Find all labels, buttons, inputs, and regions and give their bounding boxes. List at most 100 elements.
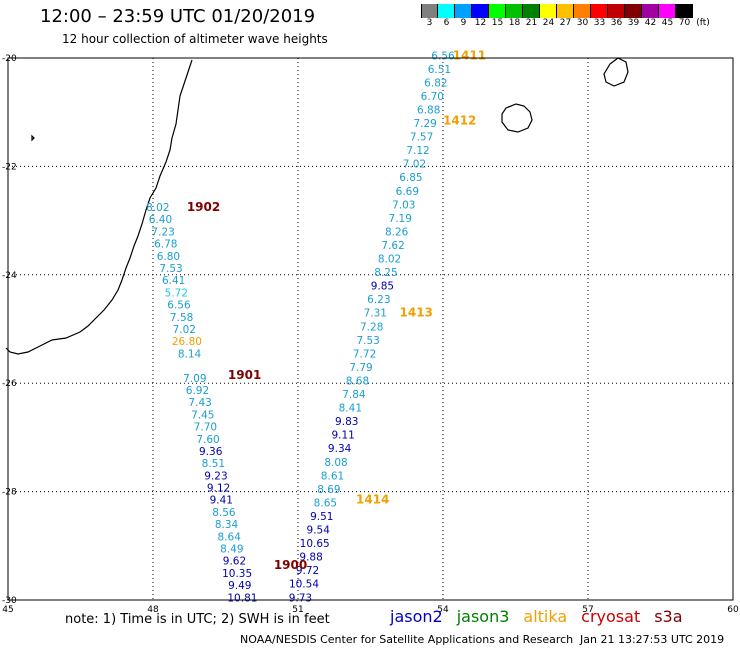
legend-swatch — [472, 4, 489, 18]
legend-label: 24 — [542, 18, 555, 28]
wave-height-value: 7.12 — [406, 145, 429, 157]
legend-swatch — [523, 4, 540, 18]
legend-unit: (ft) — [696, 18, 710, 28]
credit-line: NOAA/NESDIS Center for Satellite Applica… — [240, 633, 574, 646]
wave-height-value: 7.57 — [410, 132, 433, 144]
wave-height-value: 8.26 — [385, 226, 409, 238]
wave-height-value: 7.23 — [151, 226, 174, 238]
pass-time-label: 1414 — [356, 493, 389, 507]
generated-timestamp: Jan 21 13:27:53 UTC 2019 — [580, 633, 725, 646]
wave-height-value: 6.70 — [421, 91, 444, 103]
lat-tick-label: -26 — [2, 379, 17, 389]
lon-tick-label: 51 — [292, 605, 303, 615]
wave-height-value: 7.31 — [364, 308, 387, 320]
wave-height-value: 6.85 — [399, 172, 422, 184]
wave-height-value: 7.60 — [196, 434, 219, 446]
wave-height-value: 7.84 — [342, 389, 366, 401]
wave-height-value: 7.45 — [191, 409, 214, 421]
legend-swatch — [455, 4, 472, 18]
wave-height-value: 7.53 — [356, 335, 379, 347]
legend-label: 27 — [559, 18, 572, 28]
wave-height-value: 9.88 — [299, 552, 322, 564]
satellite-name: altika — [523, 607, 568, 626]
wave-height-value: 6.56 — [431, 50, 455, 62]
pass-time-label: 1411 — [453, 48, 486, 62]
wave-height-value: 8.02 — [146, 202, 169, 214]
footer-note: note: 1) Time is in UTC; 2) SWH is in fe… — [65, 612, 330, 627]
wave-height-value: 8.65 — [314, 497, 337, 509]
wave-height-value: 10.81 — [227, 592, 257, 604]
satellite-name: s3a — [654, 607, 683, 626]
wave-height-value: 7.62 — [381, 240, 404, 252]
wave-height-value: 6.40 — [149, 214, 172, 226]
wave-height-value: 6.56 — [167, 300, 191, 312]
legend-swatch — [506, 4, 523, 18]
wave-height-value: 7.03 — [392, 199, 415, 211]
legend-swatch — [574, 4, 591, 18]
lon-tick-label: 48 — [147, 605, 159, 615]
wave-height-value: 9.34 — [328, 443, 352, 455]
wave-height-value: 9.11 — [331, 430, 354, 442]
satellite-name: cryosat — [581, 607, 641, 626]
wave-height-value: 10.54 — [289, 579, 319, 591]
wave-height-value: 8.69 — [317, 484, 340, 496]
legend-label: 15 — [491, 18, 504, 28]
wave-height-value: 7.79 — [349, 362, 372, 374]
lat-tick-label: -30 — [2, 596, 17, 606]
wave-height-value: 8.61 — [321, 470, 344, 482]
wave-height-value: 9.36 — [199, 446, 223, 458]
altimeter-tracks: 8.026.407.236.786.807.536.415.726.567.58… — [146, 50, 455, 604]
wave-height-value: 9.85 — [371, 281, 394, 293]
satellite-legend: jason2 jason3 altika cryosat s3a — [390, 607, 683, 626]
wave-height-value: 7.29 — [413, 118, 436, 130]
lon-tick-label: 45 — [2, 605, 13, 615]
wave-height-value: 9.23 — [204, 470, 227, 482]
legend-swatch — [421, 4, 438, 18]
satellite-name: jason2 — [390, 607, 443, 626]
wave-height-value: 6.82 — [424, 77, 447, 89]
legend-label: 3 — [426, 18, 433, 28]
wave-height-value: 7.43 — [188, 397, 211, 409]
wave-height-value: 9.49 — [228, 580, 251, 592]
legend-label: 6 — [443, 18, 450, 28]
legend-swatch — [642, 4, 659, 18]
legend-label: 45 — [661, 18, 674, 28]
legend-swatch — [659, 4, 676, 18]
coastline — [5, 57, 629, 355]
wave-height-value: 9.41 — [210, 495, 233, 507]
legend-label: 33 — [593, 18, 606, 28]
legend-swatch — [591, 4, 608, 18]
wave-height-value: 8.34 — [215, 519, 239, 531]
legend-label: 21 — [525, 18, 538, 28]
satellite-name: jason3 — [456, 607, 510, 626]
mauritius-island — [603, 57, 629, 87]
wave-height-value: 7.70 — [194, 422, 217, 434]
wave-height-value: 7.58 — [170, 312, 193, 324]
pass-time-label: 1901 — [228, 368, 261, 382]
map-frame — [7, 57, 734, 601]
wave-height-value: 7.28 — [360, 321, 383, 333]
wave-height-value: 6.88 — [417, 104, 440, 116]
legend-swatch — [489, 4, 506, 18]
legend-label: 42 — [644, 18, 657, 28]
pass-time-label: 1902 — [187, 200, 220, 214]
wave-height-value: 7.19 — [389, 213, 412, 225]
wave-height-value: 7.09 — [183, 373, 206, 385]
lat-tick-label: -20 — [2, 54, 17, 64]
wave-height-value: 6.69 — [396, 186, 419, 198]
madagascar-coastline — [5, 59, 193, 355]
wave-height-value: 7.02 — [403, 159, 426, 171]
legend-swatches — [421, 4, 713, 18]
map-grid: 45 48 51 54 57 60 -20 -22 -24 -26 -28 -30 — [2, 54, 739, 615]
wave-height-value: 8.02 — [378, 254, 401, 266]
wave-height-value: 7.72 — [353, 348, 376, 360]
wave-height-value: 6.41 — [162, 275, 185, 287]
pass-time-label: 1412 — [443, 113, 476, 127]
legend-labels: 3 6 9 12 15 18 21 24 27 30 33 36 39 42 45 70 (ft) — [421, 18, 713, 28]
legend-label: 12 — [474, 18, 487, 28]
wave-height-value: 6.92 — [186, 385, 209, 397]
reunion-island — [501, 103, 533, 133]
color-legend: 3 6 9 12 15 18 21 24 27 30 33 36 39 42 45 70 (ft) — [421, 4, 713, 28]
wave-height-value: 7.02 — [173, 324, 196, 336]
